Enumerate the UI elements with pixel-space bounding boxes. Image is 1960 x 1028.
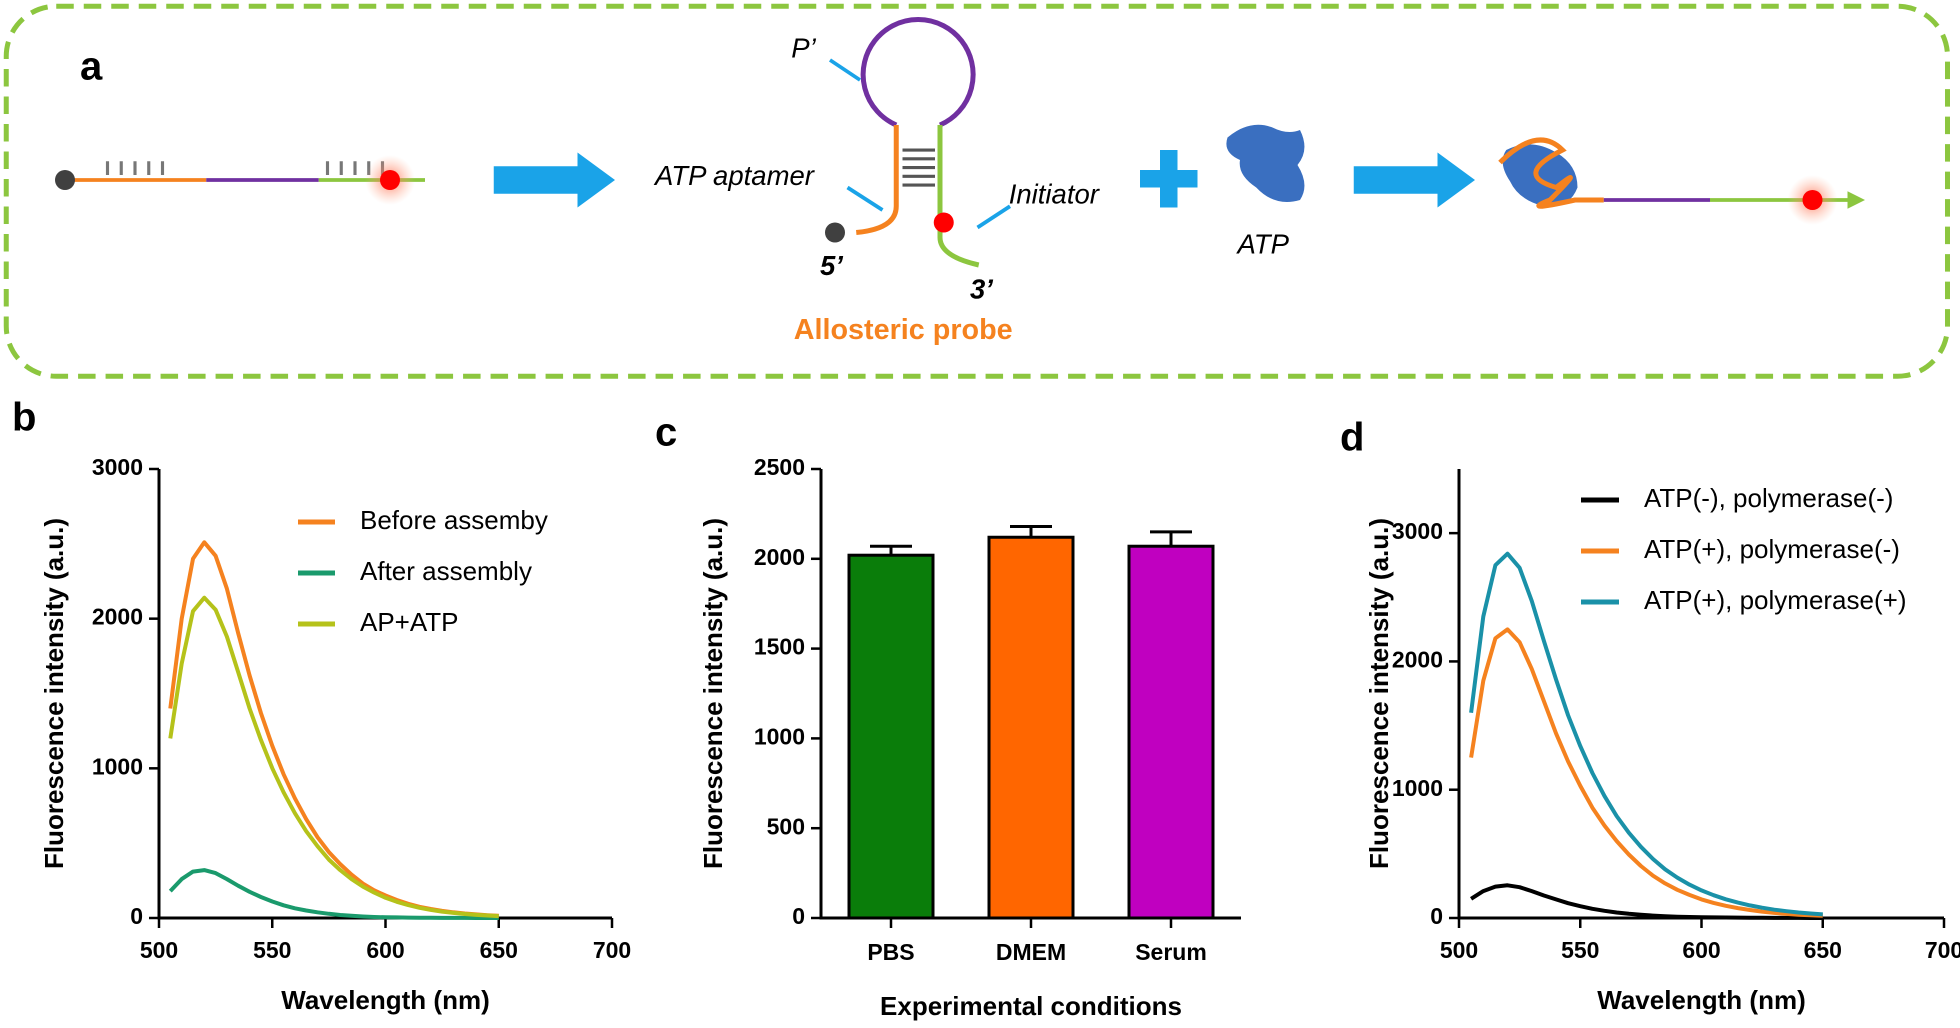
x-tick-label: 550 [253, 937, 291, 963]
series-line [1470, 883, 1823, 920]
plus [1140, 150, 1198, 208]
y-axis-title: Fluorescence intensity (a.u.) [39, 518, 69, 869]
panel-a: a P’ [3, 3, 1950, 379]
bar [987, 535, 1075, 920]
y-tick-label: 1000 [754, 723, 805, 749]
label-5prime: 5’ [820, 250, 843, 281]
x-tick-label: DMEM [996, 939, 1066, 965]
bar [847, 553, 935, 920]
y-tick-label: 3000 [1392, 518, 1443, 544]
x-tick-label: PBS [867, 939, 914, 965]
y-tick-label: 1000 [92, 753, 143, 779]
label-probe: Allosteric probe [794, 314, 1013, 346]
x-tick-label: 700 [593, 937, 631, 963]
x-tick-label: 650 [1804, 937, 1842, 963]
panel-letter: b [12, 396, 36, 440]
series-line [168, 868, 499, 920]
y-tick-label: 500 [767, 813, 805, 839]
bar [1127, 544, 1215, 920]
y-tick-label: 1500 [754, 634, 805, 660]
label-3prime: 3’ [970, 274, 993, 305]
x-axis-title: Wavelength (nm) [1597, 985, 1805, 1015]
panel-letter: c [655, 411, 677, 455]
legend-label: ATP(+), polymerase(-) [1644, 534, 1900, 564]
y-tick-label: 2500 [754, 454, 805, 480]
series-line [168, 540, 499, 918]
legend-label: ATP(-), polymerase(-) [1644, 483, 1893, 513]
y-tick-label: 2000 [754, 544, 805, 570]
label-atp: ATP [1236, 229, 1290, 260]
legend-label: Before assemby [360, 505, 548, 535]
x-axis-title: Wavelength (nm) [281, 985, 489, 1015]
y-axis-title: Fluorescence intensity (a.u.) [698, 518, 728, 869]
legend-label: After assembly [360, 556, 532, 586]
y-tick-label: 1000 [1392, 775, 1443, 801]
x-tick-label: 600 [366, 937, 404, 963]
y-axis-title: Fluorescence intensity (a.u.) [1364, 518, 1394, 869]
atp-molecule [1226, 124, 1305, 203]
x-tick-label: 550 [1561, 937, 1599, 963]
series-line [168, 595, 499, 919]
x-tick-label: 500 [140, 937, 178, 963]
y-tick-label: 0 [130, 903, 143, 929]
bound-probe [1498, 137, 1865, 225]
series-line [1469, 627, 1823, 918]
y-tick-label: 2000 [92, 604, 143, 630]
x-tick-label: 500 [1440, 937, 1478, 963]
y-tick-label: 0 [1430, 903, 1443, 929]
legend-label: ATP(+), polymerase(+) [1644, 585, 1906, 615]
x-tick-label: 600 [1682, 937, 1720, 963]
x-tick-label: 650 [480, 937, 518, 963]
panel-letter: a [80, 44, 103, 88]
arrow [1353, 152, 1475, 208]
x-axis-title: Experimental conditions [880, 991, 1182, 1021]
y-tick-label: 2000 [1392, 647, 1443, 673]
label-initiator: Initiator [1009, 179, 1101, 210]
panel-letter: d [1340, 416, 1364, 460]
series-line [1469, 551, 1823, 917]
linear-probe [55, 155, 425, 205]
y-tick-label: 3000 [92, 454, 143, 480]
hairpin-probe [825, 17, 1012, 268]
x-tick-label: Serum [1135, 939, 1207, 965]
panel-border [3, 3, 1950, 379]
label-p-prime: P’ [791, 32, 816, 63]
label-aptamer: ATP aptamer [653, 160, 816, 191]
legend-label: AP+ATP [360, 607, 459, 637]
x-tick-label: 700 [1925, 937, 1960, 963]
y-tick-label: 0 [792, 903, 805, 929]
arrow [493, 152, 615, 208]
